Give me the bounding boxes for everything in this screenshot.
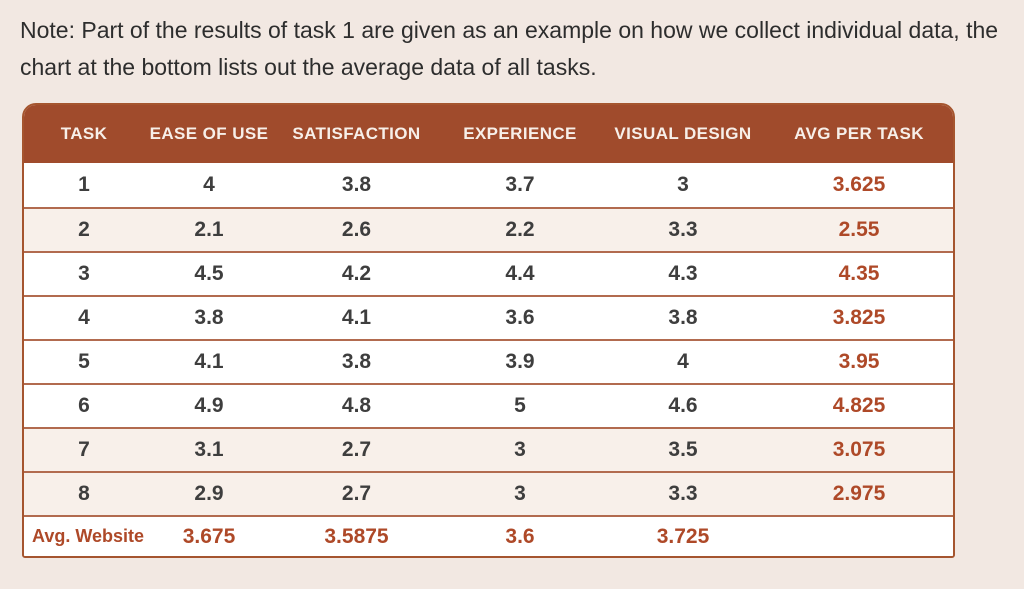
cell-task: 6: [78, 394, 90, 417]
column-header-experience: EXPERIENCE: [463, 124, 577, 143]
cell-avg: 3.625: [832, 173, 886, 196]
table-header-row: TASK EASE OF USE SATISFACTION EXPERIENCE…: [24, 105, 953, 163]
cell-avg: 2.55: [838, 218, 880, 241]
cell-satisfaction: 3.8: [341, 173, 372, 196]
cell-experience: 3.9: [505, 350, 535, 373]
footer-label: Avg. Website: [32, 526, 145, 546]
table-row: 6 4.9 4.8 5 4.6 4.825: [24, 383, 953, 427]
cell-visual: 3.3: [668, 218, 698, 241]
cell-ease: 4: [203, 173, 215, 196]
cell-avg: 4.35: [838, 262, 880, 285]
cell-experience: 2.2: [505, 218, 535, 241]
cell-ease: 2.9: [194, 482, 224, 505]
cell-task: 8: [78, 482, 90, 505]
note-text: Note: Part of the results of task 1 are …: [20, 17, 999, 80]
cell-task: 2: [78, 218, 90, 241]
column-header-ease-of-use: EASE OF USE: [149, 124, 269, 143]
cell-avg: 3.075: [832, 438, 886, 461]
table-row: 7 3.1 2.7 3 3.5 3.075: [24, 427, 953, 471]
table-row: 1 4 3.8 3.7 3 3.625: [24, 163, 953, 207]
footer-ease-avg: 3.675: [182, 524, 236, 548]
cell-task: 5: [78, 350, 90, 373]
cell-avg: 3.825: [832, 306, 886, 329]
cell-satisfaction: 4.1: [341, 306, 372, 329]
cell-experience: 3: [514, 438, 526, 461]
column-header-task: TASK: [60, 124, 108, 143]
cell-visual: 3: [677, 173, 689, 196]
cell-satisfaction: 4.2: [341, 262, 372, 285]
cell-satisfaction: 2.7: [341, 482, 372, 505]
column-header-avg-per-task: AVG PER TASK: [794, 124, 924, 143]
cell-satisfaction: 3.8: [341, 350, 372, 373]
cell-satisfaction: 4.8: [341, 394, 372, 417]
cell-visual: 4.6: [668, 394, 698, 417]
cell-task: 7: [78, 438, 90, 461]
cell-task: 4: [78, 306, 90, 329]
cell-visual: 3.5: [668, 438, 698, 461]
footer-visual-avg: 3.725: [656, 524, 710, 548]
results-table: TASK EASE OF USE SATISFACTION EXPERIENCE…: [22, 103, 955, 558]
footer-experience-avg: 3.6: [505, 524, 535, 548]
cell-avg: 4.825: [832, 394, 886, 417]
table-row: 5 4.1 3.8 3.9 4 3.95: [24, 339, 953, 383]
cell-ease: 3.1: [194, 438, 224, 461]
cell-visual: 3.8: [668, 306, 698, 329]
cell-visual: 4.3: [668, 262, 698, 285]
cell-ease: 4.9: [194, 394, 224, 417]
cell-ease: 2.1: [194, 218, 224, 241]
column-header-visual-design: VISUAL DESIGN: [614, 124, 752, 143]
cell-task: 3: [78, 262, 90, 285]
cell-ease: 3.8: [194, 306, 224, 329]
cell-experience: 4.4: [505, 262, 535, 285]
cell-ease: 4.1: [194, 350, 224, 373]
table-row: 2 2.1 2.6 2.2 3.3 2.55: [24, 207, 953, 251]
cell-satisfaction: 2.6: [341, 218, 372, 241]
cell-avg: 2.975: [832, 482, 886, 505]
table-row: 3 4.5 4.2 4.4 4.3 4.35: [24, 251, 953, 295]
cell-experience: 3: [514, 482, 526, 505]
cell-satisfaction: 2.7: [341, 438, 372, 461]
cell-visual: 3.3: [668, 482, 698, 505]
column-header-satisfaction: SATISFACTION: [292, 124, 421, 143]
cell-avg: 3.95: [838, 350, 880, 373]
cell-task: 1: [78, 173, 90, 196]
footer-satisfaction-avg: 3.5875: [324, 524, 389, 548]
cell-experience: 3.7: [505, 173, 535, 196]
cell-visual: 4: [677, 350, 689, 373]
table-row: 4 3.8 4.1 3.6 3.8 3.825: [24, 295, 953, 339]
cell-experience: 5: [514, 394, 526, 417]
table-footer-row: Avg. Website 3.675 3.5875 3.6 3.725: [24, 515, 953, 556]
cell-experience: 3.6: [505, 306, 535, 329]
table-row: 8 2.9 2.7 3 3.3 2.975: [24, 471, 953, 515]
cell-ease: 4.5: [194, 262, 224, 285]
